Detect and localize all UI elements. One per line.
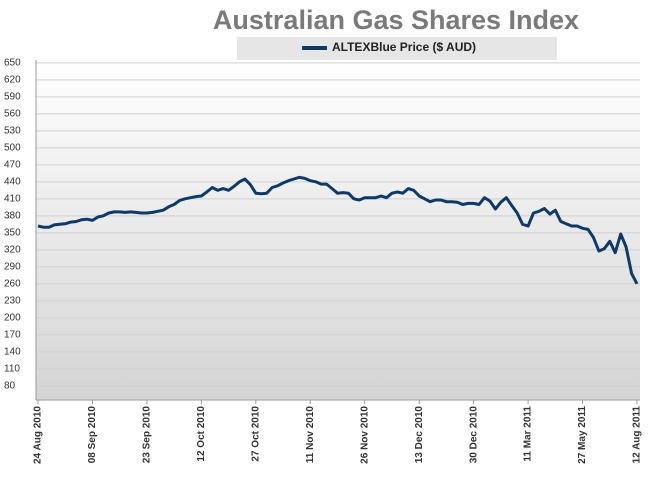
x-tick-label: 11 Mar 2011 <box>523 406 534 462</box>
y-tick-label: 140 <box>4 346 21 357</box>
y-tick-label: 80 <box>4 380 16 391</box>
legend-box <box>237 37 557 60</box>
y-tick-label: 230 <box>4 295 21 306</box>
y-tick-label: 410 <box>4 193 21 204</box>
y-tick-label: 260 <box>4 278 21 289</box>
y-tick-label: 440 <box>4 176 21 187</box>
legend-label: ALTEXBlue Price ($ AUD) <box>332 40 476 54</box>
y-tick-label: 320 <box>4 244 21 255</box>
y-tick-label: 170 <box>4 329 21 340</box>
x-tick-label: 27 Oct 2010 <box>250 406 261 462</box>
x-tick-label: 13 Dec 2010 <box>414 406 425 464</box>
x-tick-label: 08 Sep 2010 <box>87 406 98 464</box>
x-tick-label: 30 Dec 2010 <box>468 406 479 464</box>
y-tick-label: 380 <box>4 210 21 221</box>
y-tick-label: 590 <box>4 91 21 102</box>
y-tick-label: 110 <box>4 363 20 374</box>
x-tick-label: 24 Aug 2010 <box>33 406 44 464</box>
y-tick-label: 530 <box>4 125 21 136</box>
y-tick-label: 200 <box>4 312 21 323</box>
x-tick-label: 26 Nov 2010 <box>359 406 370 464</box>
y-tick-label: 500 <box>4 142 21 153</box>
y-tick-label: 350 <box>4 227 21 238</box>
chart-title: Australian Gas Shares Index <box>213 5 579 35</box>
x-tick-label: 27 May 2011 <box>577 406 588 464</box>
y-tick-label: 470 <box>4 159 21 170</box>
plot-area <box>36 60 640 400</box>
y-tick-label: 290 <box>4 261 21 272</box>
x-tick-label: 23 Sep 2010 <box>142 406 153 464</box>
y-tick-label: 620 <box>4 74 21 85</box>
x-tick-label: 11 Nov 2010 <box>305 406 316 464</box>
x-tick-label: 12 Oct 2010 <box>196 406 207 462</box>
y-tick-label: 650 <box>4 57 21 68</box>
series-line <box>37 175 639 285</box>
y-tick-label: 560 <box>4 108 21 119</box>
x-tick-label: 12 Aug 2011 <box>632 406 643 464</box>
